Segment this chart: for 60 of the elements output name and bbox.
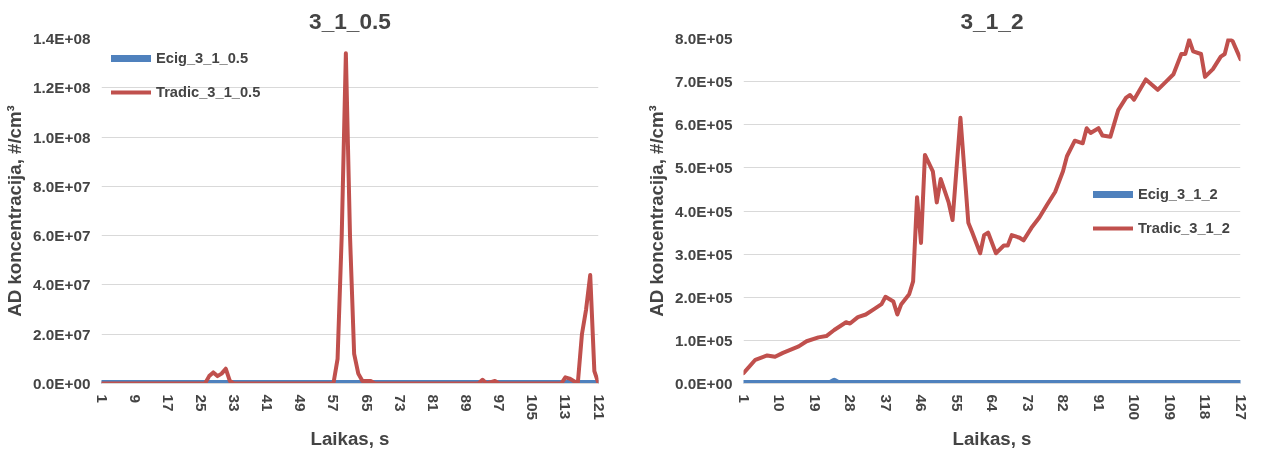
x-tick-label: 121	[590, 394, 608, 421]
x-tick-label: 73	[1019, 394, 1037, 412]
x-tick-label: 46	[913, 394, 930, 412]
y-tick-label: 8.0E+07	[32, 177, 91, 195]
x-tick-label: 1	[93, 394, 111, 404]
legend-label: Ecig_3_1_2	[1137, 185, 1218, 202]
chart-title: 3_1_2	[960, 7, 1024, 34]
x-tick-label: 17	[159, 394, 177, 412]
x-tick-label: 100	[1126, 394, 1143, 421]
y-tick-label: 4.0E+05	[674, 202, 733, 220]
y-tick-label: 0.0E+00	[32, 375, 91, 392]
x-tick-label: 25	[192, 394, 210, 413]
y-tick-label: 8.0E+05	[674, 30, 733, 47]
x-tick-label: 127	[1232, 394, 1250, 421]
y-tick-label: 2.0E+07	[32, 325, 91, 343]
x-tick-label: 55	[948, 394, 966, 413]
legend-label: Tradic_3_1_0.5	[156, 84, 261, 100]
legend-label: Tradic_3_1_2	[1137, 219, 1230, 236]
x-tick-label: 37	[877, 394, 895, 412]
x-axis-title: Laikas, s	[310, 428, 390, 450]
y-tick-label: 2.0E+05	[674, 288, 733, 306]
y-axis-title: AD koncentracija, #/cm³	[645, 105, 667, 317]
x-tick-label: 82	[1055, 394, 1072, 412]
x-tick-label: 33	[226, 394, 244, 412]
x-tick-label: 81	[424, 394, 442, 413]
x-tick-label: 57	[325, 394, 343, 412]
x-tick-label: 10	[771, 394, 788, 412]
x-tick-label: 97	[491, 394, 509, 412]
y-tick-label: 3.0E+05	[674, 245, 733, 263]
y-tick-label: 1.2E+08	[32, 79, 91, 97]
x-tick-label: 89	[457, 394, 475, 412]
y-tick-label: 4.0E+07	[32, 276, 91, 294]
x-tick-label: 118	[1197, 394, 1214, 420]
x-tick-label: 105	[524, 394, 542, 421]
x-tick-label: 64	[984, 394, 1001, 413]
line-series	[101, 51, 599, 384]
x-tick-label: 1	[735, 394, 753, 404]
x-tick-label: 9	[126, 394, 144, 404]
y-tick-label: 6.0E+05	[674, 116, 733, 134]
chart-title: 3_1_0.5	[309, 7, 391, 34]
y-tick-label: 1.0E+05	[674, 331, 733, 349]
y-tick-label: 7.0E+05	[674, 73, 733, 91]
x-tick-label: 65	[358, 394, 376, 413]
legend-label: Ecig_3_1_0.5	[156, 50, 249, 66]
x-tick-label: 73	[391, 394, 409, 412]
x-tick-label: 28	[842, 394, 859, 413]
x-tick-label: 49	[292, 394, 310, 412]
x-tick-label: 91	[1090, 394, 1108, 413]
x-tick-label: 113	[557, 394, 575, 420]
y-tick-label: 0.0E+00	[674, 375, 733, 392]
y-tick-label: 5.0E+05	[674, 159, 733, 177]
x-tick-label: 19	[806, 394, 824, 412]
x-axis-title: Laikas, s	[952, 428, 1032, 450]
x-tick-label: 109	[1161, 394, 1179, 421]
line-series	[743, 38, 1241, 376]
y-tick-label: 1.4E+08	[32, 30, 91, 47]
y-axis-title: AD koncentracija, #/cm³	[3, 105, 25, 317]
x-tick-label: 41	[259, 394, 277, 413]
y-tick-label: 6.0E+07	[32, 227, 91, 245]
y-tick-label: 1.0E+08	[32, 128, 91, 146]
